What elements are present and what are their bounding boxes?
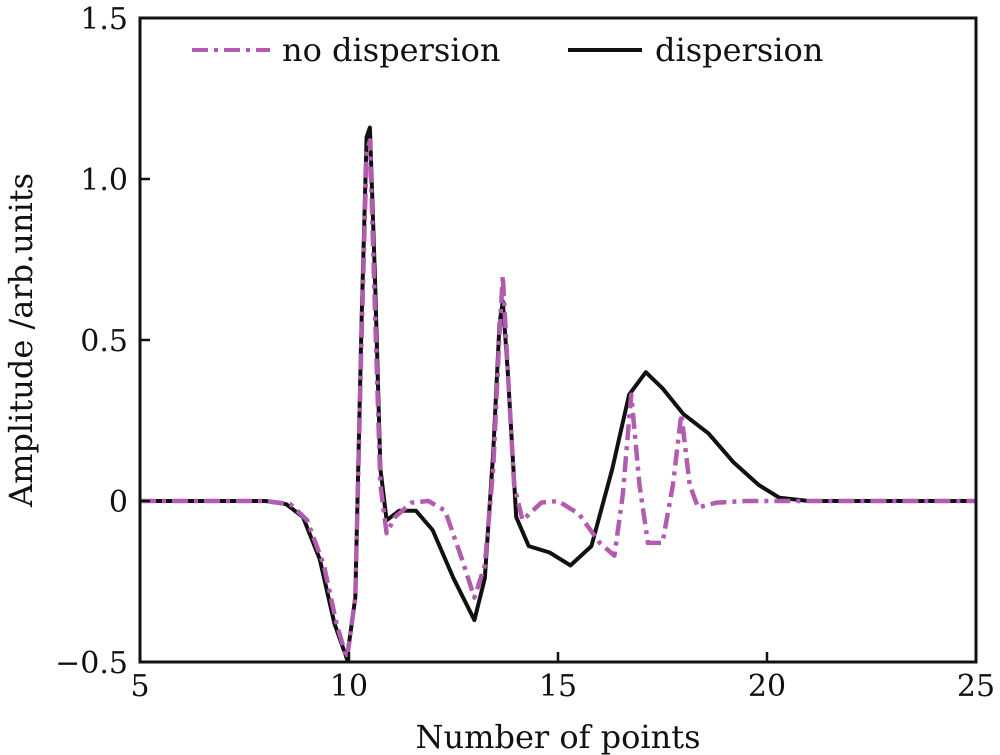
legend-label-dispersion: dispersion [655, 31, 823, 69]
legend-label-no-dispersion: no dispersion [282, 31, 500, 69]
y-axis-ticks: −0.5 0 0.5 1.0 1.5 [55, 2, 150, 681]
y-tick-label: 1.5 [80, 2, 128, 37]
series-line-dispersion [140, 125, 976, 661]
y-axis-label: Amplitude /arb.units [2, 173, 40, 508]
series-line-no-dispersion [140, 138, 976, 662]
y-tick-label: 0 [109, 485, 128, 520]
y-tick-label: 0.5 [80, 324, 128, 359]
series-lines [140, 125, 976, 662]
x-axis-label: Number of points [416, 718, 701, 755]
legend: no dispersion dispersion [192, 31, 823, 69]
y-tick-label: −0.5 [55, 646, 128, 681]
x-tick-label: 10 [330, 669, 368, 704]
y-tick-label: 1.0 [80, 163, 128, 198]
x-tick-label: 25 [957, 669, 995, 704]
x-axis-ticks: 5 10 15 20 25 [130, 652, 995, 704]
plot-frame [138, 16, 978, 664]
x-tick-label: 5 [130, 669, 149, 704]
x-tick-label: 15 [539, 669, 577, 704]
x-tick-label: 20 [748, 669, 786, 704]
